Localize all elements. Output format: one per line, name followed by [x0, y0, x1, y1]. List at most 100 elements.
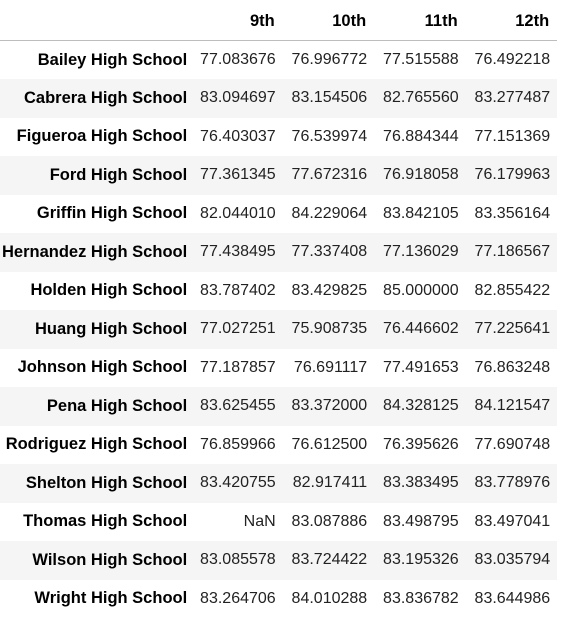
table-cell: 77.491653: [383, 358, 459, 376]
table-cell: 83.277487: [474, 89, 551, 107]
table-cell: 76.539974: [291, 127, 368, 145]
table-cell: 83.264706: [200, 589, 276, 607]
table-cell: 76.395626: [383, 435, 459, 453]
row-index-label: Figueroa High School: [16, 127, 188, 146]
row-index-label: Johnson High School: [17, 358, 188, 377]
table-cell: 83.154506: [291, 89, 368, 107]
table-row: Cabrera High School 83.094697 83.154506 82.…: [0, 79, 558, 118]
table-cell: 83.085578: [200, 551, 276, 569]
table-cell: 83.383495: [383, 474, 459, 492]
table-cell: 83.094697: [200, 89, 276, 107]
table-cell: 85.000000: [383, 281, 459, 299]
table-cell: 83.087886: [291, 512, 368, 530]
dataframe-table: 9th 10th 11th 12th Bailey High School 77.…: [0, 3, 558, 618]
table-cell: 77.225641: [474, 320, 551, 338]
table-row: Johnson High School 77.187857 76.691117 77.…: [0, 348, 558, 387]
table-cell: 83.724422: [291, 551, 368, 569]
table-cell: 77.672316: [291, 166, 368, 184]
row-index-label: Rodriguez High School: [5, 435, 188, 454]
table-cell: 77.151369: [474, 127, 551, 145]
header-row: 9th 10th 11th 12th: [0, 3, 558, 41]
table-row: Holden High School 83.787402 83.429825 85.0…: [0, 271, 558, 310]
table-cell: 83.644986: [474, 589, 551, 607]
column-header-10th: 10th: [282, 3, 375, 41]
table-row: Griffin High School 82.044010 84.229064 83.…: [0, 194, 558, 233]
table-cell: 83.420755: [200, 474, 276, 492]
table-cell: 77.438495: [200, 243, 276, 261]
table-cell: 76.492218: [474, 51, 551, 68]
table-header: 9th 10th 11th 12th: [0, 3, 558, 41]
row-index-label: Cabrera High School: [23, 88, 188, 107]
table-row: Rodriguez High School 76.859966 76.612500 7…: [0, 425, 558, 464]
row-index-label: Wright High School: [34, 589, 188, 608]
table-row: Ford High School 77.361345 77.672316 76.918…: [0, 156, 558, 195]
table-cell: 77.361345: [200, 166, 276, 184]
table-cell: 76.403037: [200, 127, 276, 145]
table-cell: 76.859966: [200, 435, 276, 453]
table-cell: 83.498795: [383, 512, 459, 530]
table-cell: 77.337408: [291, 243, 368, 261]
row-index-label: Ford High School: [49, 165, 188, 184]
column-header-12th: 12th: [465, 3, 558, 41]
table-cell: 77.083676: [200, 51, 276, 68]
row-index-label: Huang High School: [35, 319, 188, 338]
table-cell: 76.918058: [383, 166, 459, 184]
table-body: Bailey High School 77.083676 76.996772 77.5…: [0, 40, 558, 618]
table-cell: 84.229064: [291, 204, 368, 222]
row-index-label: Hernandez High School: [2, 242, 188, 261]
row-index-label: Griffin High School: [36, 204, 188, 223]
row-index-label: Wilson High School: [32, 550, 188, 569]
table-row: Hernandez High School 77.438495 77.337408 7…: [0, 233, 558, 272]
table-cell: 84.328125: [383, 397, 459, 415]
table-cell: 77.027251: [200, 320, 276, 338]
table-row: Figueroa High School 76.403037 76.539974 76…: [0, 117, 558, 156]
table-cell: 76.691117: [293, 358, 368, 376]
table-cell: 83.836782: [383, 589, 459, 607]
row-index-label: Bailey High School: [37, 50, 188, 69]
table-cell: 77.515588: [383, 51, 459, 68]
table-cell: 76.863248: [474, 358, 551, 376]
table-cell: 83.787402: [200, 281, 276, 299]
table-cell: 83.497041: [474, 512, 551, 530]
table-cell: 83.356164: [474, 204, 551, 222]
table-cell: 82.044010: [200, 204, 276, 222]
table-cell: 77.136029: [383, 243, 459, 261]
table-cell: 77.187857: [200, 358, 276, 376]
table-cell: 84.010288: [291, 589, 368, 607]
table-cell: 82.917411: [292, 474, 368, 492]
table-cell: 83.842105: [383, 204, 459, 222]
table-cell: 75.908735: [291, 320, 368, 338]
table-cell: 76.179963: [474, 166, 551, 184]
table-cell: 83.195326: [383, 551, 459, 569]
table-cell: 76.612500: [291, 435, 368, 453]
table-cell: 76.884344: [383, 127, 459, 145]
index-header: [0, 3, 192, 41]
table-cell: 83.778976: [474, 474, 551, 492]
column-header-9th: 9th: [191, 3, 283, 41]
table-cell: 83.372000: [291, 397, 368, 415]
row-index-label: Shelton High School: [25, 473, 188, 492]
table-row: Huang High School 77.027251 75.908735 76.44…: [0, 310, 558, 349]
table-row: Bailey High School 77.083676 76.996772 77.5…: [0, 40, 558, 79]
table-cell: 83.625455: [200, 397, 276, 415]
table-cell: 82.765560: [383, 89, 459, 107]
row-index-label: Holden High School: [30, 281, 188, 300]
table-cell: 76.446602: [383, 320, 459, 338]
row-index-label: Thomas High School: [23, 512, 188, 531]
table-row: Wilson High School 83.085578 83.724422 83.1…: [0, 541, 558, 580]
table-cell: 77.186567: [474, 243, 551, 261]
table-cell: 82.855422: [474, 281, 551, 299]
row-index-label: Pena High School: [46, 396, 188, 415]
table-row: Pena High School 83.625455 83.372000 84.328…: [0, 387, 558, 426]
table-cell: 83.035794: [474, 551, 551, 569]
table-cell: 83.429825: [291, 281, 368, 299]
column-header-11th: 11th: [374, 3, 466, 41]
table-cell: NaN: [243, 512, 276, 530]
table-row: Shelton High School 83.420755 82.917411 83.…: [0, 464, 558, 503]
table-row: Wright High School 83.264706 84.010288 83.8…: [0, 579, 558, 618]
table-cell: 76.996772: [291, 51, 368, 68]
table-row: Thomas High School NaN 83.087886 83.498795 8…: [0, 502, 558, 541]
table-cell: 77.690748: [474, 435, 551, 453]
table-cell: 84.121547: [474, 397, 551, 415]
